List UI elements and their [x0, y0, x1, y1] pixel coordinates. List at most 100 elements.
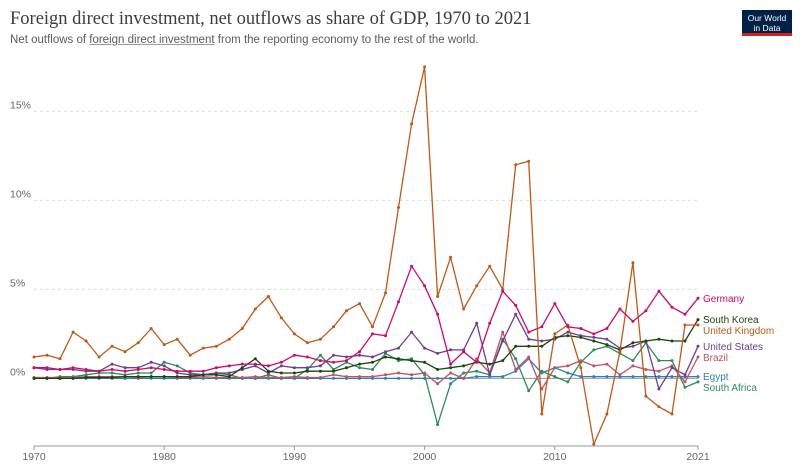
data-point-germany[interactable]	[332, 360, 335, 364]
data-point-united-states[interactable]	[566, 330, 570, 334]
data-point-brazil[interactable]	[553, 366, 557, 370]
data-point-south-korea[interactable]	[462, 364, 466, 368]
data-point-germany[interactable]	[214, 366, 218, 370]
data-point-brazil[interactable]	[214, 376, 218, 379]
data-point-south-africa[interactable]	[566, 380, 570, 384]
data-point-south-korea[interactable]	[592, 339, 596, 343]
data-point-united-kingdom[interactable]	[397, 206, 400, 209]
data-point-united-states[interactable]	[305, 366, 309, 370]
series-label-united-states[interactable]: United States	[703, 342, 763, 353]
data-point-egypt[interactable]	[696, 375, 700, 379]
data-point-united-kingdom[interactable]	[514, 163, 518, 167]
data-point-south-korea[interactable]	[318, 369, 322, 373]
data-point-egypt[interactable]	[631, 375, 635, 379]
data-point-germany[interactable]	[345, 359, 348, 363]
data-point-germany[interactable]	[644, 309, 648, 313]
data-point-brazil[interactable]	[449, 371, 453, 375]
data-point-united-states[interactable]	[605, 337, 609, 341]
data-point-south-korea[interactable]	[345, 366, 348, 370]
data-point-brazil[interactable]	[514, 368, 518, 371]
data-point-united-kingdom[interactable]	[553, 332, 557, 336]
data-point-united-kingdom[interactable]	[123, 350, 127, 354]
data-point-south-korea[interactable]	[436, 368, 440, 371]
data-point-south-korea[interactable]	[227, 375, 231, 379]
data-point-brazil[interactable]	[501, 330, 505, 334]
data-point-united-states[interactable]	[279, 364, 283, 368]
data-point-south-korea[interactable]	[371, 360, 374, 364]
data-point-united-kingdom[interactable]	[631, 261, 635, 265]
data-point-egypt[interactable]	[410, 376, 414, 380]
data-point-united-kingdom[interactable]	[410, 122, 414, 126]
series-line-south-korea[interactable]	[34, 319, 699, 380]
series-line-united-states[interactable]	[33, 313, 699, 390]
data-point-united-kingdom[interactable]	[449, 255, 453, 259]
data-point-united-kingdom[interactable]	[227, 337, 231, 341]
data-point-south-korea[interactable]	[449, 366, 453, 370]
data-point-south-korea[interactable]	[305, 369, 309, 373]
data-point-united-kingdom[interactable]	[462, 307, 466, 311]
data-point-united-kingdom[interactable]	[527, 159, 531, 163]
data-point-egypt[interactable]	[423, 376, 427, 380]
data-point-south-korea[interactable]	[488, 362, 492, 366]
data-point-south-africa[interactable]	[162, 360, 166, 364]
data-point-germany[interactable]	[371, 332, 374, 336]
data-point-germany[interactable]	[462, 350, 466, 354]
data-point-south-korea[interactable]	[657, 337, 661, 341]
data-point-germany[interactable]	[136, 368, 140, 371]
data-point-germany[interactable]	[32, 366, 36, 370]
data-point-egypt[interactable]	[657, 375, 661, 379]
data-point-germany[interactable]	[670, 305, 674, 309]
series-label-germany[interactable]: Germany	[703, 294, 744, 305]
data-point-germany[interactable]	[84, 368, 88, 371]
data-point-germany[interactable]	[384, 334, 387, 338]
data-point-united-kingdom[interactable]	[162, 343, 166, 347]
data-point-egypt[interactable]	[501, 375, 505, 379]
data-point-germany[interactable]	[514, 303, 518, 307]
series-label-egypt[interactable]: Egypt	[703, 372, 729, 383]
data-point-south-africa[interactable]	[318, 353, 322, 357]
data-point-south-africa[interactable]	[670, 359, 674, 363]
data-point-united-kingdom[interactable]	[318, 337, 322, 341]
owid-logo[interactable]: Our World in Data	[742, 10, 792, 36]
data-point-germany[interactable]	[188, 369, 192, 373]
data-point-germany[interactable]	[358, 350, 361, 354]
data-point-south-korea[interactable]	[45, 376, 49, 380]
data-point-brazil[interactable]	[423, 371, 427, 375]
data-point-united-kingdom[interactable]	[240, 327, 244, 330]
data-point-brazil[interactable]	[410, 373, 414, 377]
data-point-south-africa[interactable]	[110, 371, 114, 375]
data-point-south-korea[interactable]	[631, 341, 635, 345]
data-point-brazil[interactable]	[618, 373, 622, 377]
data-point-germany[interactable]	[423, 284, 427, 288]
data-point-germany[interactable]	[618, 307, 622, 311]
data-point-germany[interactable]	[71, 366, 75, 370]
data-point-south-korea[interactable]	[58, 376, 62, 380]
data-point-united-kingdom[interactable]	[332, 325, 335, 329]
data-point-south-korea[interactable]	[201, 373, 205, 377]
data-point-south-africa[interactable]	[136, 371, 140, 375]
data-point-united-kingdom[interactable]	[175, 337, 179, 341]
data-point-united-states[interactable]	[345, 355, 348, 359]
data-point-united-kingdom[interactable]	[214, 344, 218, 348]
data-point-germany[interactable]	[110, 368, 114, 371]
data-point-south-africa[interactable]	[592, 348, 596, 352]
data-point-united-states[interactable]	[449, 348, 453, 352]
series-label-south-africa[interactable]: South Africa	[703, 383, 757, 394]
data-point-brazil[interactable]	[253, 375, 257, 379]
series-line-germany[interactable]	[34, 265, 699, 372]
data-point-united-kingdom[interactable]	[58, 357, 62, 361]
data-point-united-kingdom[interactable]	[45, 353, 49, 357]
data-point-united-states[interactable]	[488, 373, 492, 377]
data-point-egypt[interactable]	[592, 375, 596, 379]
data-point-united-states[interactable]	[371, 355, 374, 359]
data-point-germany[interactable]	[253, 362, 257, 366]
data-point-germany[interactable]	[527, 330, 531, 334]
data-point-united-kingdom[interactable]	[305, 341, 309, 345]
data-point-south-korea[interactable]	[384, 355, 387, 359]
data-point-egypt[interactable]	[644, 375, 648, 379]
data-point-germany[interactable]	[97, 369, 101, 373]
data-point-germany[interactable]	[566, 325, 570, 329]
data-point-egypt[interactable]	[436, 376, 440, 380]
series-label-united-kingdom[interactable]: United Kingdom	[703, 326, 774, 337]
data-point-germany[interactable]	[266, 364, 270, 368]
